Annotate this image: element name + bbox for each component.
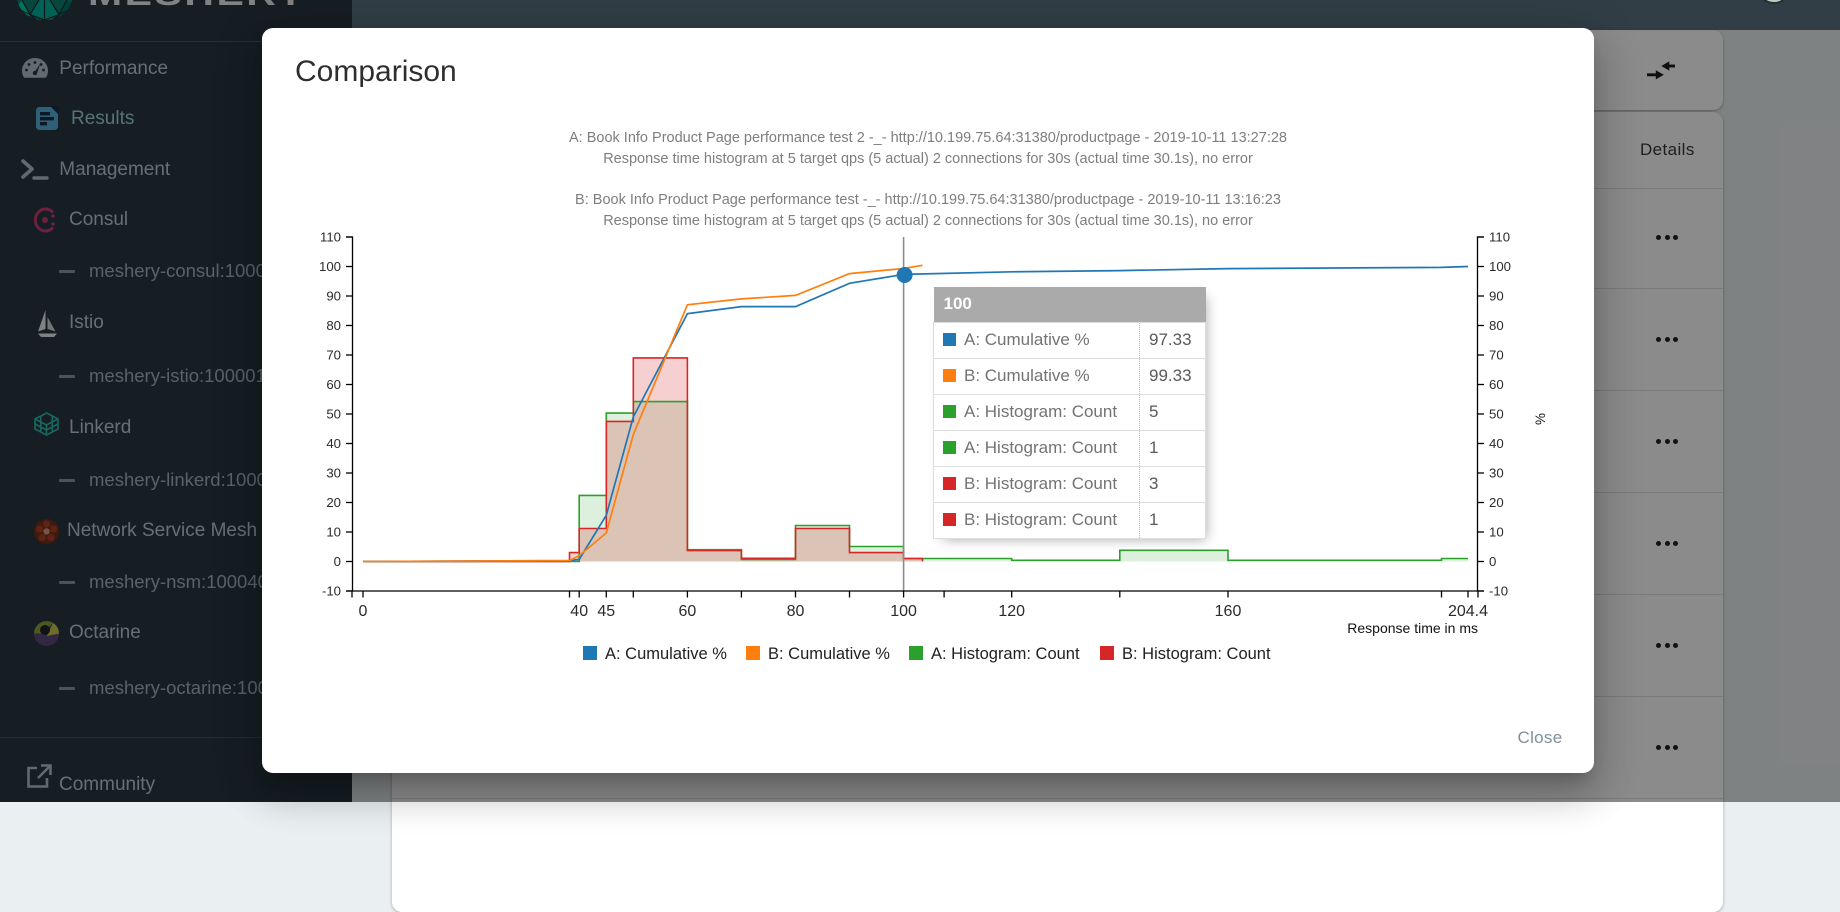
svg-text:%: % xyxy=(1533,413,1548,425)
svg-text:30: 30 xyxy=(1489,466,1504,481)
svg-text:50: 50 xyxy=(326,407,341,422)
svg-text:40: 40 xyxy=(326,436,341,451)
svg-text:30: 30 xyxy=(326,466,341,481)
svg-text:0: 0 xyxy=(359,603,368,620)
svg-text:120: 120 xyxy=(998,603,1025,620)
svg-text:110: 110 xyxy=(320,230,341,245)
svg-text:A: Histogram: Count: A: Histogram: Count xyxy=(931,645,1080,663)
svg-text:80: 80 xyxy=(326,318,341,333)
svg-text:60: 60 xyxy=(326,377,341,392)
svg-text:70: 70 xyxy=(1489,348,1504,363)
svg-text:40: 40 xyxy=(570,603,588,620)
svg-text:70: 70 xyxy=(326,348,341,363)
svg-text:40: 40 xyxy=(1489,436,1504,451)
svg-text:100: 100 xyxy=(890,603,917,620)
svg-text:20: 20 xyxy=(326,495,341,510)
svg-text:20: 20 xyxy=(1489,495,1504,510)
svg-text:B: Histogram: Count: B: Histogram: Count xyxy=(1122,645,1271,663)
svg-text:80: 80 xyxy=(787,603,805,620)
svg-text:0: 0 xyxy=(334,554,341,569)
svg-text:50: 50 xyxy=(1489,407,1504,422)
svg-text:160: 160 xyxy=(1215,603,1242,620)
svg-text:-10: -10 xyxy=(322,584,341,599)
svg-text:0: 0 xyxy=(1489,554,1496,569)
svg-text:10: 10 xyxy=(1489,525,1504,540)
svg-text:B: Cumulative %: B: Cumulative % xyxy=(768,645,890,663)
svg-text:80: 80 xyxy=(1489,318,1504,333)
svg-text:45: 45 xyxy=(597,603,615,620)
svg-text:-10: -10 xyxy=(1489,584,1508,599)
svg-text:60: 60 xyxy=(679,603,697,620)
svg-text:204.4: 204.4 xyxy=(1448,603,1488,620)
svg-text:90: 90 xyxy=(1489,289,1504,304)
svg-text:A: Cumulative %: A: Cumulative % xyxy=(605,645,727,663)
svg-text:Response time in ms: Response time in ms xyxy=(1347,620,1478,636)
svg-text:100: 100 xyxy=(1489,259,1511,274)
svg-text:10: 10 xyxy=(326,525,341,540)
svg-text:100: 100 xyxy=(319,259,341,274)
svg-text:110: 110 xyxy=(1489,230,1510,245)
svg-text:90: 90 xyxy=(326,289,341,304)
svg-text:60: 60 xyxy=(1489,377,1504,392)
